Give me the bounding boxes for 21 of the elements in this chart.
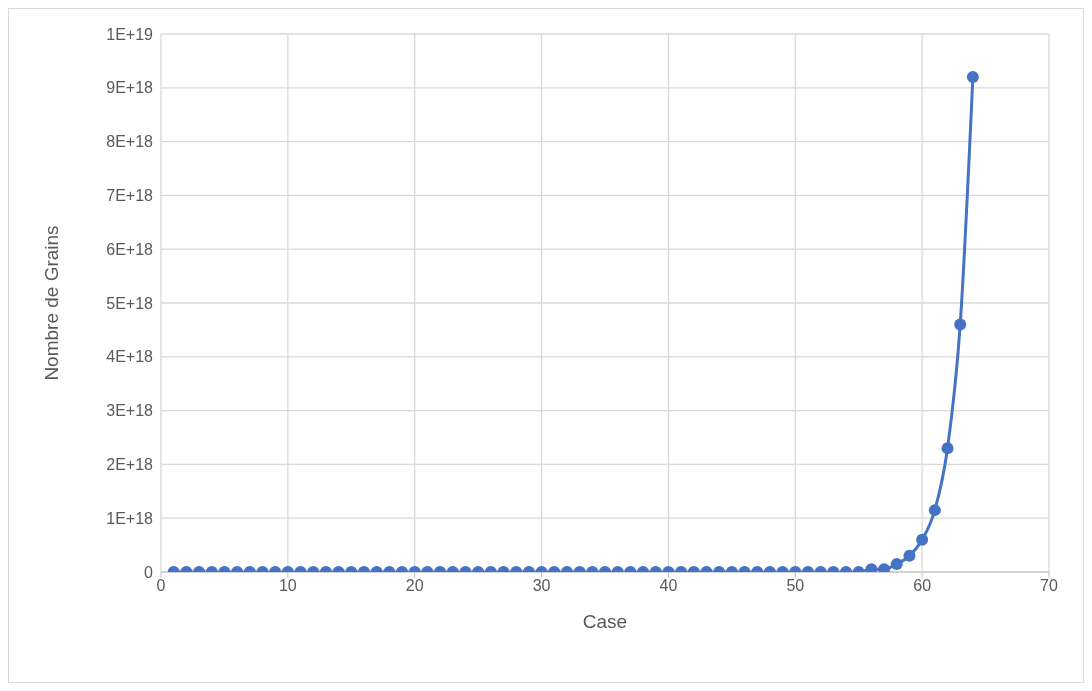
y-tick-label: 5E+18 [106,294,154,312]
x-tick-label: 60 [913,577,932,595]
y-tick-label: 9E+18 [106,79,154,97]
x-tick-label: 0 [156,577,166,595]
x-tick-label: 70 [1040,577,1058,595]
y-tick-label: 3E+18 [106,402,154,420]
x-tick-label: 10 [278,577,297,595]
y-tick-label: 0 [144,563,154,581]
y-tick-label: 6E+18 [106,240,154,258]
y-axis-title: Nombre de Grains [40,225,62,381]
y-tick-label: 1E+19 [106,25,154,43]
y-tick-label: 7E+18 [106,187,154,205]
x-tick-label: 40 [659,577,678,595]
x-axis-title: Case [582,611,628,632]
y-tick-label: 1E+18 [106,509,154,527]
x-tick-label: 30 [532,577,551,595]
y-tick-label: 8E+18 [106,133,154,151]
x-tick-label: 20 [405,577,424,595]
y-tick-label: 4E+18 [106,348,154,366]
y-tick-label: 2E+18 [106,456,154,474]
x-tick-label: 50 [786,577,805,595]
